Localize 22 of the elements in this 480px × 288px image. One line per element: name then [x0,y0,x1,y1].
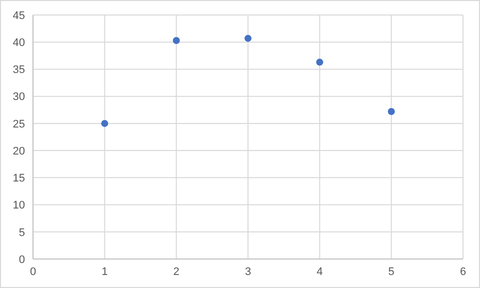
y-tick-label: 5 [18,226,25,239]
x-tick-label: 5 [388,266,394,278]
y-tick-label: 35 [12,64,25,76]
x-tick-label: 0 [30,266,36,278]
point [388,108,395,116]
point [101,120,108,127]
y-tick-label: 25 [12,118,25,130]
x-tick-label: 2 [173,266,180,278]
y-tick-label: 10 [12,200,25,212]
y-tick-label: 20 [12,145,25,158]
x-tick-label: 6 [460,266,466,278]
y-tick-label: 15 [12,172,25,185]
point [316,58,324,66]
y-tick-label: 40 [12,37,25,50]
y-tick-label: 30 [12,91,25,104]
point [172,36,180,44]
point [244,34,252,42]
x-tick-label: 1 [102,266,108,278]
x-tick-label: 3 [244,266,252,278]
x-tick-label: 4 [316,266,323,278]
y-tick-label: 45 [12,10,25,22]
y-tick-label: 0 [18,254,25,266]
